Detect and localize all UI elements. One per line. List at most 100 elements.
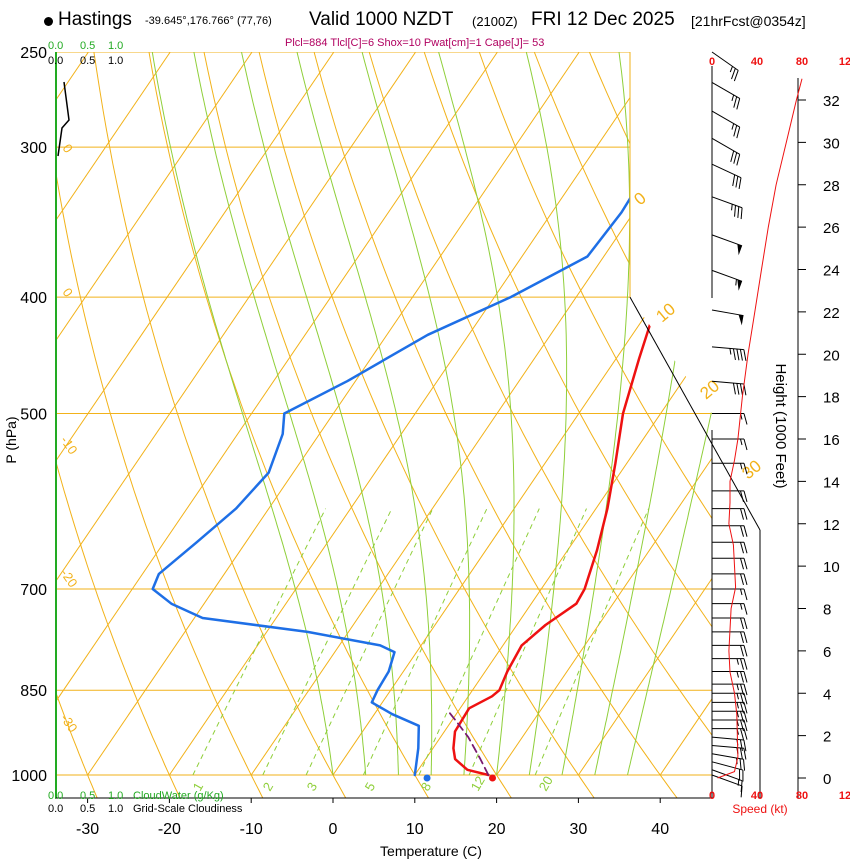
wind-barb-feather xyxy=(736,383,740,395)
wind-barb-feather xyxy=(740,780,743,793)
wind-barb-half-feather xyxy=(740,463,743,470)
moist-adiabat xyxy=(438,52,515,776)
dry-adiabat xyxy=(56,52,182,798)
isotherm-line xyxy=(0,52,7,775)
isotherm-line xyxy=(577,52,712,776)
wind-barb-feather xyxy=(738,177,742,190)
dry-adiabat-label: -20 xyxy=(58,566,81,590)
wind-barb-feather xyxy=(743,671,748,683)
wind-barb-half-feather xyxy=(736,683,739,691)
wind-barb-staff xyxy=(711,769,743,782)
wind-barb xyxy=(712,573,748,585)
dry-adiabat xyxy=(199,52,514,798)
wind-barb-feather xyxy=(730,150,735,162)
wind-barb xyxy=(712,692,748,705)
x-tick-label: -20 xyxy=(158,821,181,838)
mixing-ratio-label: 20 xyxy=(536,773,556,793)
isotherm-line xyxy=(56,52,498,776)
wind-barb-staff xyxy=(711,774,743,787)
dry-adiabat-label: 0 xyxy=(60,141,76,156)
wind-barb-half-feather xyxy=(731,94,735,101)
height-tick-label: 14 xyxy=(823,474,840,491)
moist-adiabat xyxy=(296,52,433,775)
wind-barb-feather xyxy=(740,631,744,644)
wind-barb xyxy=(711,769,743,793)
wind-barb-half-feather xyxy=(736,671,739,678)
isotherm-label: 30 xyxy=(738,456,765,483)
wind-barb-staff xyxy=(711,81,740,99)
wind-barb-staff xyxy=(711,753,744,760)
series-line-temperature xyxy=(452,90,688,777)
wind-barb xyxy=(712,541,748,554)
wind-barb xyxy=(711,309,744,326)
moist-adiabat xyxy=(361,52,471,776)
wind-barb-feather xyxy=(743,588,748,601)
cloudwater-scale-top: 0.5 xyxy=(80,40,95,52)
wind-barb-feather xyxy=(743,693,748,705)
dry-adiabat-label: -30 xyxy=(58,711,81,735)
wind-barb xyxy=(711,110,741,139)
wind-barb-feather xyxy=(740,658,744,670)
cloudwater-label: CloudWater (g/Kg) xyxy=(133,790,224,802)
height-axis-label: Height (1000 Feet) xyxy=(772,363,789,488)
height-tick-label: 24 xyxy=(823,263,840,280)
plot-area xyxy=(0,52,712,798)
pressure-tick-label: 400 xyxy=(20,290,47,307)
wind-barb-feather xyxy=(740,711,744,723)
wind-barb-feather xyxy=(743,739,747,752)
wind-barb-feather xyxy=(740,702,744,714)
moist-adiabat xyxy=(151,52,334,776)
cloudiness-scale-top: 1.0 xyxy=(108,55,123,67)
wind-barb-feather xyxy=(739,758,742,771)
wind-barb-feather xyxy=(740,683,744,696)
x-tick-label: 30 xyxy=(570,821,588,838)
wind-barb xyxy=(711,137,741,166)
wind-barb-feather xyxy=(743,728,748,740)
height-tick-label: 12 xyxy=(823,517,840,534)
height-tick-label: 10 xyxy=(823,559,840,576)
wind-barb-feather xyxy=(743,658,748,670)
isotherm-line xyxy=(56,52,335,776)
wind-barb-feather xyxy=(743,719,748,732)
wind-barb-feather xyxy=(743,558,748,570)
speed-tick-top: 0 xyxy=(709,56,715,68)
cloudiness-trace xyxy=(57,81,70,157)
surface-temperature-marker xyxy=(489,774,497,782)
wind-barb-half-feather xyxy=(735,279,737,286)
x-tick-label: 20 xyxy=(488,821,506,838)
wind-barb-feather xyxy=(743,438,748,451)
mixing-ratio-label: 12 xyxy=(468,773,488,793)
isotherm-line xyxy=(168,52,662,776)
moist-adiabat xyxy=(525,52,568,776)
mixing-ratio-line xyxy=(418,508,540,776)
wind-barb-half-feather xyxy=(731,204,733,211)
wind-barb-feather xyxy=(743,617,748,630)
height-tick-label: 30 xyxy=(823,135,840,152)
wind-barb-staff xyxy=(711,110,740,128)
cloudwater-scale-top: 0.0 xyxy=(48,40,63,52)
pressure-tick-label: 1000 xyxy=(11,768,47,785)
height-tick-label: 4 xyxy=(823,686,831,703)
wind-barb-flag xyxy=(738,314,744,326)
wind-barb-half-feather xyxy=(737,779,740,786)
wind-barb-staff xyxy=(711,346,744,351)
pressure-tick-label: 250 xyxy=(20,45,47,62)
valid-date: FRI 12 Dec 2025 xyxy=(531,9,675,30)
cloudiness-scale-bottom: 1.0 xyxy=(108,803,123,815)
series-line-dew-point xyxy=(151,71,698,777)
speed-tick-top: 12 xyxy=(839,56,850,68)
wind-barb xyxy=(712,462,748,475)
dry-adiabat xyxy=(56,52,265,798)
wind-barb-feather xyxy=(733,125,738,137)
wind-barb-half-feather xyxy=(736,711,739,718)
wind-barb-feather xyxy=(743,631,748,644)
wind-barb-staff xyxy=(711,196,743,209)
cloudiness-scale-top: 0.5 xyxy=(80,55,95,67)
mixing-ratio-line xyxy=(192,508,327,776)
wind-barb-staff xyxy=(711,269,743,282)
dry-adiabat xyxy=(56,52,99,798)
speed-tick-bottom: 40 xyxy=(751,790,763,802)
wind-barb-half-feather xyxy=(740,603,743,610)
height-tick-label: 20 xyxy=(823,347,840,364)
